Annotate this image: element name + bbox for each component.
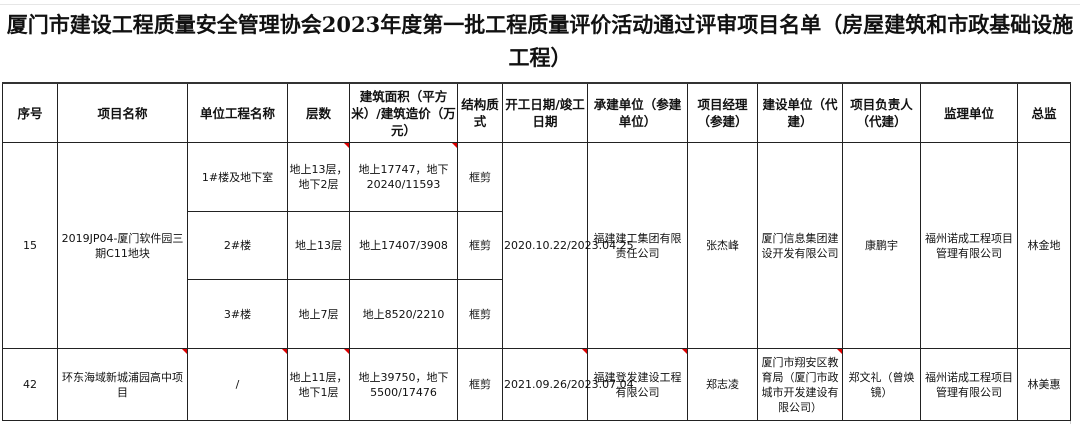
cell-manager: 郑志凌 — [687, 348, 758, 421]
header-floors: 层数 — [287, 82, 350, 143]
cell-structure: 框剪 — [457, 279, 503, 349]
cell-dates: 2021.09.26/2023.07.04 — [502, 348, 634, 421]
cell-manager: 张杰峰 — [687, 142, 758, 349]
table-subrow: 2#楼 地上13层 地上17407/3908 框剪 — [3, 211, 1071, 280]
cell-unit: / — [187, 348, 288, 421]
cell-floors: 地上13层 — [287, 211, 350, 280]
project-table: 序号 项目名称 单位工程名称 层数 建筑面积（平方米）/建筑造价（万元） 结构质… — [2, 82, 1071, 421]
header-no: 序号 — [2, 82, 58, 143]
cell-no: 15 — [2, 142, 58, 349]
header-project: 项目名称 — [57, 82, 188, 143]
header-area-cost: 建筑面积（平方米）/建筑造价（万元） — [349, 82, 458, 143]
header-owner: 建设单位（代建） — [757, 82, 843, 143]
cell-supervisor: 福州诺成工程项目管理有限公司 — [920, 142, 1018, 349]
cell-no: 42 — [2, 348, 58, 421]
table-row: 42 环东海域新城浦园高中项目 / 地上11层，地下1层 地上39750，地下5… — [2, 348, 1071, 421]
cell-owner: 厦门信息集团建设开发有限公司 — [757, 142, 843, 349]
cell-structure: 框剪 — [457, 142, 503, 212]
header-chief: 总监 — [1017, 82, 1071, 143]
cell-area-cost: 地上39750，地下5500/17476 — [349, 348, 458, 421]
cell-dates: 2020.10.22/2023.04.25 — [502, 142, 634, 349]
cell-project: 2019JP04-厦门软件园三期C11地块 — [57, 142, 188, 349]
header-contractor: 承建单位（参建单位） — [587, 82, 688, 143]
cell-structure: 框剪 — [457, 211, 503, 280]
cell-area-cost: 地上17747，地下20240/11593 — [349, 142, 458, 212]
cell-unit: 1#楼及地下室 — [187, 142, 288, 212]
cell-area-cost: 地上17407/3908 — [349, 211, 458, 280]
header-dates: 开工日期/竣工日期 — [502, 82, 588, 143]
cell-supervisor: 福州诺成工程项目管理有限公司 — [920, 348, 1018, 421]
cell-chief: 林金地 — [1017, 142, 1071, 349]
cell-unit: 2#楼 — [187, 211, 288, 280]
header-manager: 项目经理（参建） — [687, 82, 758, 143]
document-title: 厦门市建设工程质量安全管理协会2023年度第一批工程质量评价活动通过评审项目名单… — [6, 12, 1074, 70]
cell-owner-lead: 康鹏宇 — [842, 142, 921, 349]
cell-owner-lead: 郑文礼（曾焕镜） — [842, 348, 921, 421]
sheet-edge — [1070, 82, 1080, 424]
cell-contractor: 福建登发建设工程有限公司 — [587, 348, 688, 421]
cell-floors: 地上7层 — [287, 279, 350, 349]
cell-structure: 框剪 — [457, 348, 503, 421]
cell-floors: 地上13层，地下2层 — [287, 142, 350, 212]
cell-floors: 地上11层，地下1层 — [287, 348, 350, 421]
sheet-gridlines — [0, 0, 1080, 5]
cell-chief: 林美惠 — [1017, 348, 1071, 421]
header-owner-lead: 项目负责人（代建） — [842, 82, 921, 143]
cell-project: 环东海域新城浦园高中项目 — [57, 348, 188, 421]
table-row: 15 2019JP04-厦门软件园三期C11地块 1#楼及地下室 地上13层，地… — [2, 142, 1071, 349]
cell-owner: 厦门市翔安区教育局（厦门市政城市开发建设有限公司） — [757, 348, 843, 421]
header-row: 序号 项目名称 单位工程名称 层数 建筑面积（平方米）/建筑造价（万元） 结构质… — [2, 82, 1071, 143]
header-unit: 单位工程名称 — [187, 82, 288, 143]
cell-unit: 3#楼 — [187, 279, 288, 349]
cell-contractor: 福建建工集团有限责任公司 — [587, 142, 688, 349]
cell-area-cost: 地上8520/2210 — [349, 279, 458, 349]
table-subrow: 3#楼 地上7层 地上8520/2210 框剪 — [3, 279, 1071, 349]
header-supervisor: 监理单位 — [920, 82, 1018, 143]
header-structure: 结构质式 — [457, 82, 503, 143]
